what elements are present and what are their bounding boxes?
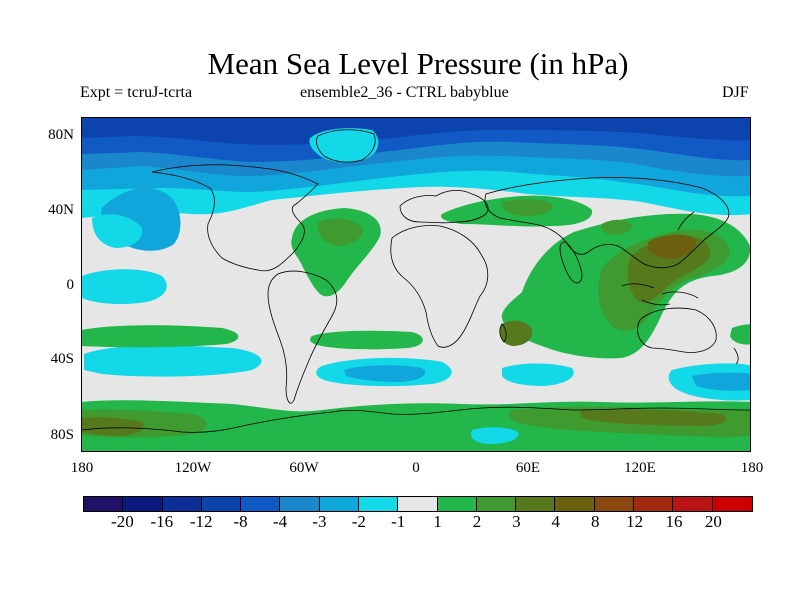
lat-label-40s: 40S bbox=[50, 351, 74, 367]
greenland-weak-anomaly bbox=[309, 128, 379, 163]
lon-label-180w: 180 bbox=[70, 460, 94, 476]
legend-label: -1 bbox=[391, 512, 406, 531]
coast-india bbox=[559, 241, 583, 284]
legend-swatch bbox=[516, 497, 556, 511]
north-pacific-negative-core bbox=[92, 214, 143, 248]
legend-label: -12 bbox=[189, 512, 213, 531]
legend-swatch bbox=[358, 497, 399, 511]
legend-swatch bbox=[280, 497, 320, 511]
legend-label: 20 bbox=[704, 512, 722, 531]
legend-label: 8 bbox=[590, 512, 600, 531]
lon-label-180e: 180 bbox=[740, 460, 764, 476]
coast-maritime-continent bbox=[621, 283, 699, 306]
antarctic-strong-positive-east bbox=[580, 409, 726, 426]
legend-swatch bbox=[123, 497, 163, 511]
legend-label: -3 bbox=[312, 512, 327, 531]
southern-ocean-negative-west-core bbox=[344, 365, 426, 382]
lat-label-0: 0 bbox=[66, 277, 75, 293]
legend-label: 4 bbox=[551, 512, 561, 531]
coast-japan bbox=[677, 211, 695, 231]
legend-label: -16 bbox=[150, 512, 174, 531]
coastlines bbox=[82, 129, 750, 433]
south-atlantic-positive bbox=[82, 325, 239, 348]
legend-swatch bbox=[633, 497, 674, 511]
legend-label: -8 bbox=[233, 512, 248, 531]
southeast-pacific-positive bbox=[310, 330, 423, 350]
legend-label: -20 bbox=[111, 512, 134, 531]
coast-greenland bbox=[316, 129, 376, 163]
legend-swatch bbox=[398, 497, 438, 511]
legend-swatch bbox=[162, 497, 202, 511]
lat-label-80n: 80N bbox=[48, 127, 74, 143]
lon-label-120e: 120E bbox=[624, 460, 656, 476]
coast-australia bbox=[637, 307, 717, 353]
europe-positive-core bbox=[501, 199, 553, 216]
pressure-anomaly-map bbox=[82, 118, 750, 451]
subtitle-season: DJF bbox=[722, 84, 749, 101]
legend-swatch bbox=[437, 497, 477, 511]
lon-label-60w: 60W bbox=[289, 460, 319, 476]
lon-label-120w: 120W bbox=[174, 460, 212, 476]
south-pacific-negative bbox=[84, 345, 262, 377]
legend-label: 12 bbox=[626, 512, 644, 531]
legend-label: -2 bbox=[351, 512, 366, 531]
antarctic-negative-inset bbox=[470, 427, 519, 444]
legend-label: 3 bbox=[512, 512, 521, 531]
map-panel bbox=[81, 117, 751, 452]
atlantic-positive-core bbox=[317, 218, 363, 246]
coast-asia bbox=[484, 177, 730, 269]
lat-label-80s: 80S bbox=[50, 427, 74, 443]
coast-africa bbox=[390, 225, 489, 348]
arctic-deep-negative bbox=[82, 118, 750, 145]
legend-swatch bbox=[555, 497, 595, 511]
lon-label-0: 0 bbox=[412, 460, 420, 476]
legend-swatch bbox=[241, 497, 281, 511]
lon-label-60e: 60E bbox=[515, 460, 541, 476]
legend-swatch bbox=[319, 497, 359, 511]
legend-swatch bbox=[594, 497, 634, 511]
antarctic-strong-positive bbox=[82, 417, 144, 436]
legend-label: 16 bbox=[665, 512, 683, 531]
coast-north-america bbox=[151, 164, 319, 272]
legend-swatch bbox=[673, 497, 713, 511]
coast-europe bbox=[399, 190, 489, 224]
coast-south-america bbox=[267, 270, 338, 404]
tropical-pacific-negative bbox=[82, 269, 167, 305]
madagascar-positive bbox=[499, 320, 533, 346]
legend-label: -4 bbox=[272, 512, 288, 531]
west-pacific-max-positive bbox=[648, 234, 697, 259]
legend-label: 2 bbox=[472, 512, 482, 531]
legend-colorbar bbox=[83, 496, 753, 512]
legend-swatch bbox=[476, 497, 517, 511]
legend-swatch bbox=[201, 497, 242, 511]
southern-ocean-negative-east-core bbox=[692, 372, 750, 391]
southern-ocean-negative-mid bbox=[502, 363, 574, 386]
coast-new-zealand bbox=[733, 347, 739, 365]
chart-title: Mean Sea Level Pressure (in hPa) bbox=[207, 46, 629, 81]
lat-label-40n: 40N bbox=[48, 202, 74, 218]
subtitle-experiment: Expt = tcruJ-tcrta bbox=[80, 84, 193, 101]
legend-swatch bbox=[712, 497, 752, 511]
legend-swatch bbox=[84, 497, 124, 511]
indian-ocean-small-positive bbox=[601, 219, 632, 235]
subtitle-ensemble: ensemble2_36 - CTRL babyblue bbox=[300, 84, 509, 101]
legend-label: 1 bbox=[433, 512, 442, 531]
coast-madagascar bbox=[499, 323, 507, 343]
coast-antarctica bbox=[82, 406, 750, 433]
east-pacific-positive bbox=[730, 324, 750, 345]
